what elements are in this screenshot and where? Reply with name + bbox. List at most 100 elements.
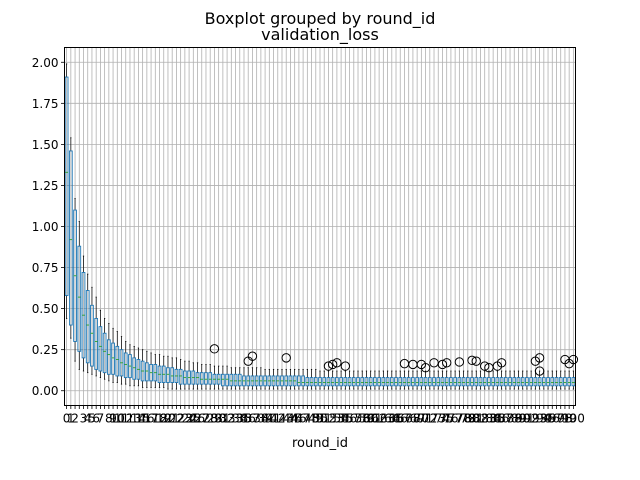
box-10 <box>106 322 111 382</box>
box-24 <box>166 355 170 390</box>
x-tick-label: 32 <box>219 412 234 426</box>
x-tick-label: 79 <box>460 412 475 426</box>
box-iqr <box>208 372 213 385</box>
box-0 <box>64 63 69 319</box>
box-107 <box>516 370 521 390</box>
y-tick-label: 1.25 <box>32 179 59 193</box>
box-iqr <box>563 377 567 387</box>
box-7 <box>94 296 99 377</box>
x-tick-label: 92 <box>524 412 539 426</box>
x-tick-label: 19 <box>156 412 171 426</box>
box-iqr <box>457 377 462 387</box>
box-68 <box>351 370 356 390</box>
x-tick-label: 6 <box>92 412 100 426</box>
box-iqr <box>94 318 99 370</box>
x-tick-label: 98 <box>557 412 572 426</box>
box-95 <box>465 370 470 390</box>
box-44 <box>250 367 255 390</box>
x-tick-label: 96 <box>545 412 560 426</box>
y-tick-label: 1.75 <box>32 97 59 111</box>
x-tick-label: 94 <box>536 412 551 426</box>
box-63 <box>330 370 335 390</box>
box-47 <box>263 368 267 390</box>
box-34 <box>208 364 213 390</box>
x-tick-label: 13 <box>127 412 142 426</box>
box-iqr <box>423 377 428 387</box>
box-iqr <box>427 377 432 387</box>
x-tick-label: 8 <box>105 412 113 426</box>
box-iqr <box>567 377 572 387</box>
box-104 <box>503 370 508 390</box>
x-tick-label: 22 <box>169 412 184 426</box>
x-tick-label: 95 <box>540 412 555 426</box>
box-iqr <box>305 377 310 387</box>
x-tick-label: 66 <box>393 412 408 426</box>
box-iqr <box>233 373 238 387</box>
box-102 <box>495 370 500 390</box>
x-tick-label: 100 <box>562 412 585 426</box>
box-iqr <box>335 377 339 387</box>
x-tick-label: 68 <box>405 412 420 426</box>
x-tick-label: 91 <box>519 412 534 426</box>
x-tick-label: 9 <box>109 412 117 426</box>
box-108 <box>520 370 525 390</box>
x-tick-label: 20 <box>160 412 175 426</box>
box-iqr <box>111 342 115 375</box>
box-iqr <box>394 377 398 387</box>
box-iqr <box>166 367 170 383</box>
box-iqr <box>297 375 301 387</box>
outlier-point <box>247 351 258 361</box>
box-3 <box>77 221 82 370</box>
box-116 <box>554 370 559 390</box>
box-iqr <box>343 377 348 387</box>
box-42 <box>242 367 246 390</box>
x-tick-label: 43 <box>279 412 294 426</box>
box-iqr <box>368 377 373 387</box>
box-32 <box>199 364 204 390</box>
box-iqr <box>229 373 234 387</box>
x-tick-label: 77 <box>447 412 462 426</box>
chart-suptitle: Boxplot grouped by round_id <box>205 9 436 29</box>
outlier-point <box>568 354 579 365</box>
x-tick-label: 16 <box>139 412 154 426</box>
x-tick-label: 69 <box>409 412 424 426</box>
box-48 <box>267 368 272 390</box>
box-78 <box>394 370 398 390</box>
x-tick-label: 54 <box>333 412 348 426</box>
box-82 <box>411 370 415 390</box>
box-106 <box>512 370 517 390</box>
box-iqr <box>237 373 242 387</box>
box-92 <box>453 370 457 390</box>
box-14 <box>123 341 128 385</box>
boxes-layer <box>64 63 576 390</box>
box-41 <box>237 367 242 390</box>
box-29 <box>187 360 191 390</box>
box-iqr <box>554 377 559 387</box>
box-53 <box>288 368 293 390</box>
box-45 <box>254 367 259 390</box>
box-iqr <box>419 377 424 387</box>
outlier-point <box>534 366 545 376</box>
x-tick-label: 84 <box>486 412 501 426</box>
x-tick-label: 87 <box>498 412 513 426</box>
outlier-point <box>437 359 448 370</box>
box-119 <box>567 370 572 390</box>
x-tick-label: 46 <box>291 412 306 426</box>
box-iqr <box>449 377 453 387</box>
box-97 <box>474 370 479 390</box>
x-tick-label: 18 <box>152 412 167 426</box>
box-62 <box>326 370 331 390</box>
box-iqr <box>436 377 441 387</box>
x-tick-label: 5 <box>88 412 96 426</box>
box-5 <box>85 273 90 374</box>
box-99 <box>482 370 487 390</box>
box-9 <box>102 318 107 380</box>
box-iqr <box>77 245 82 352</box>
box-73 <box>373 370 377 390</box>
box-66 <box>343 370 348 390</box>
box-iqr <box>533 377 538 387</box>
x-tick-label: 49 <box>308 412 323 426</box>
box-iqr <box>221 373 225 387</box>
x-tick-label: 14 <box>131 412 146 426</box>
box-71 <box>364 370 369 390</box>
